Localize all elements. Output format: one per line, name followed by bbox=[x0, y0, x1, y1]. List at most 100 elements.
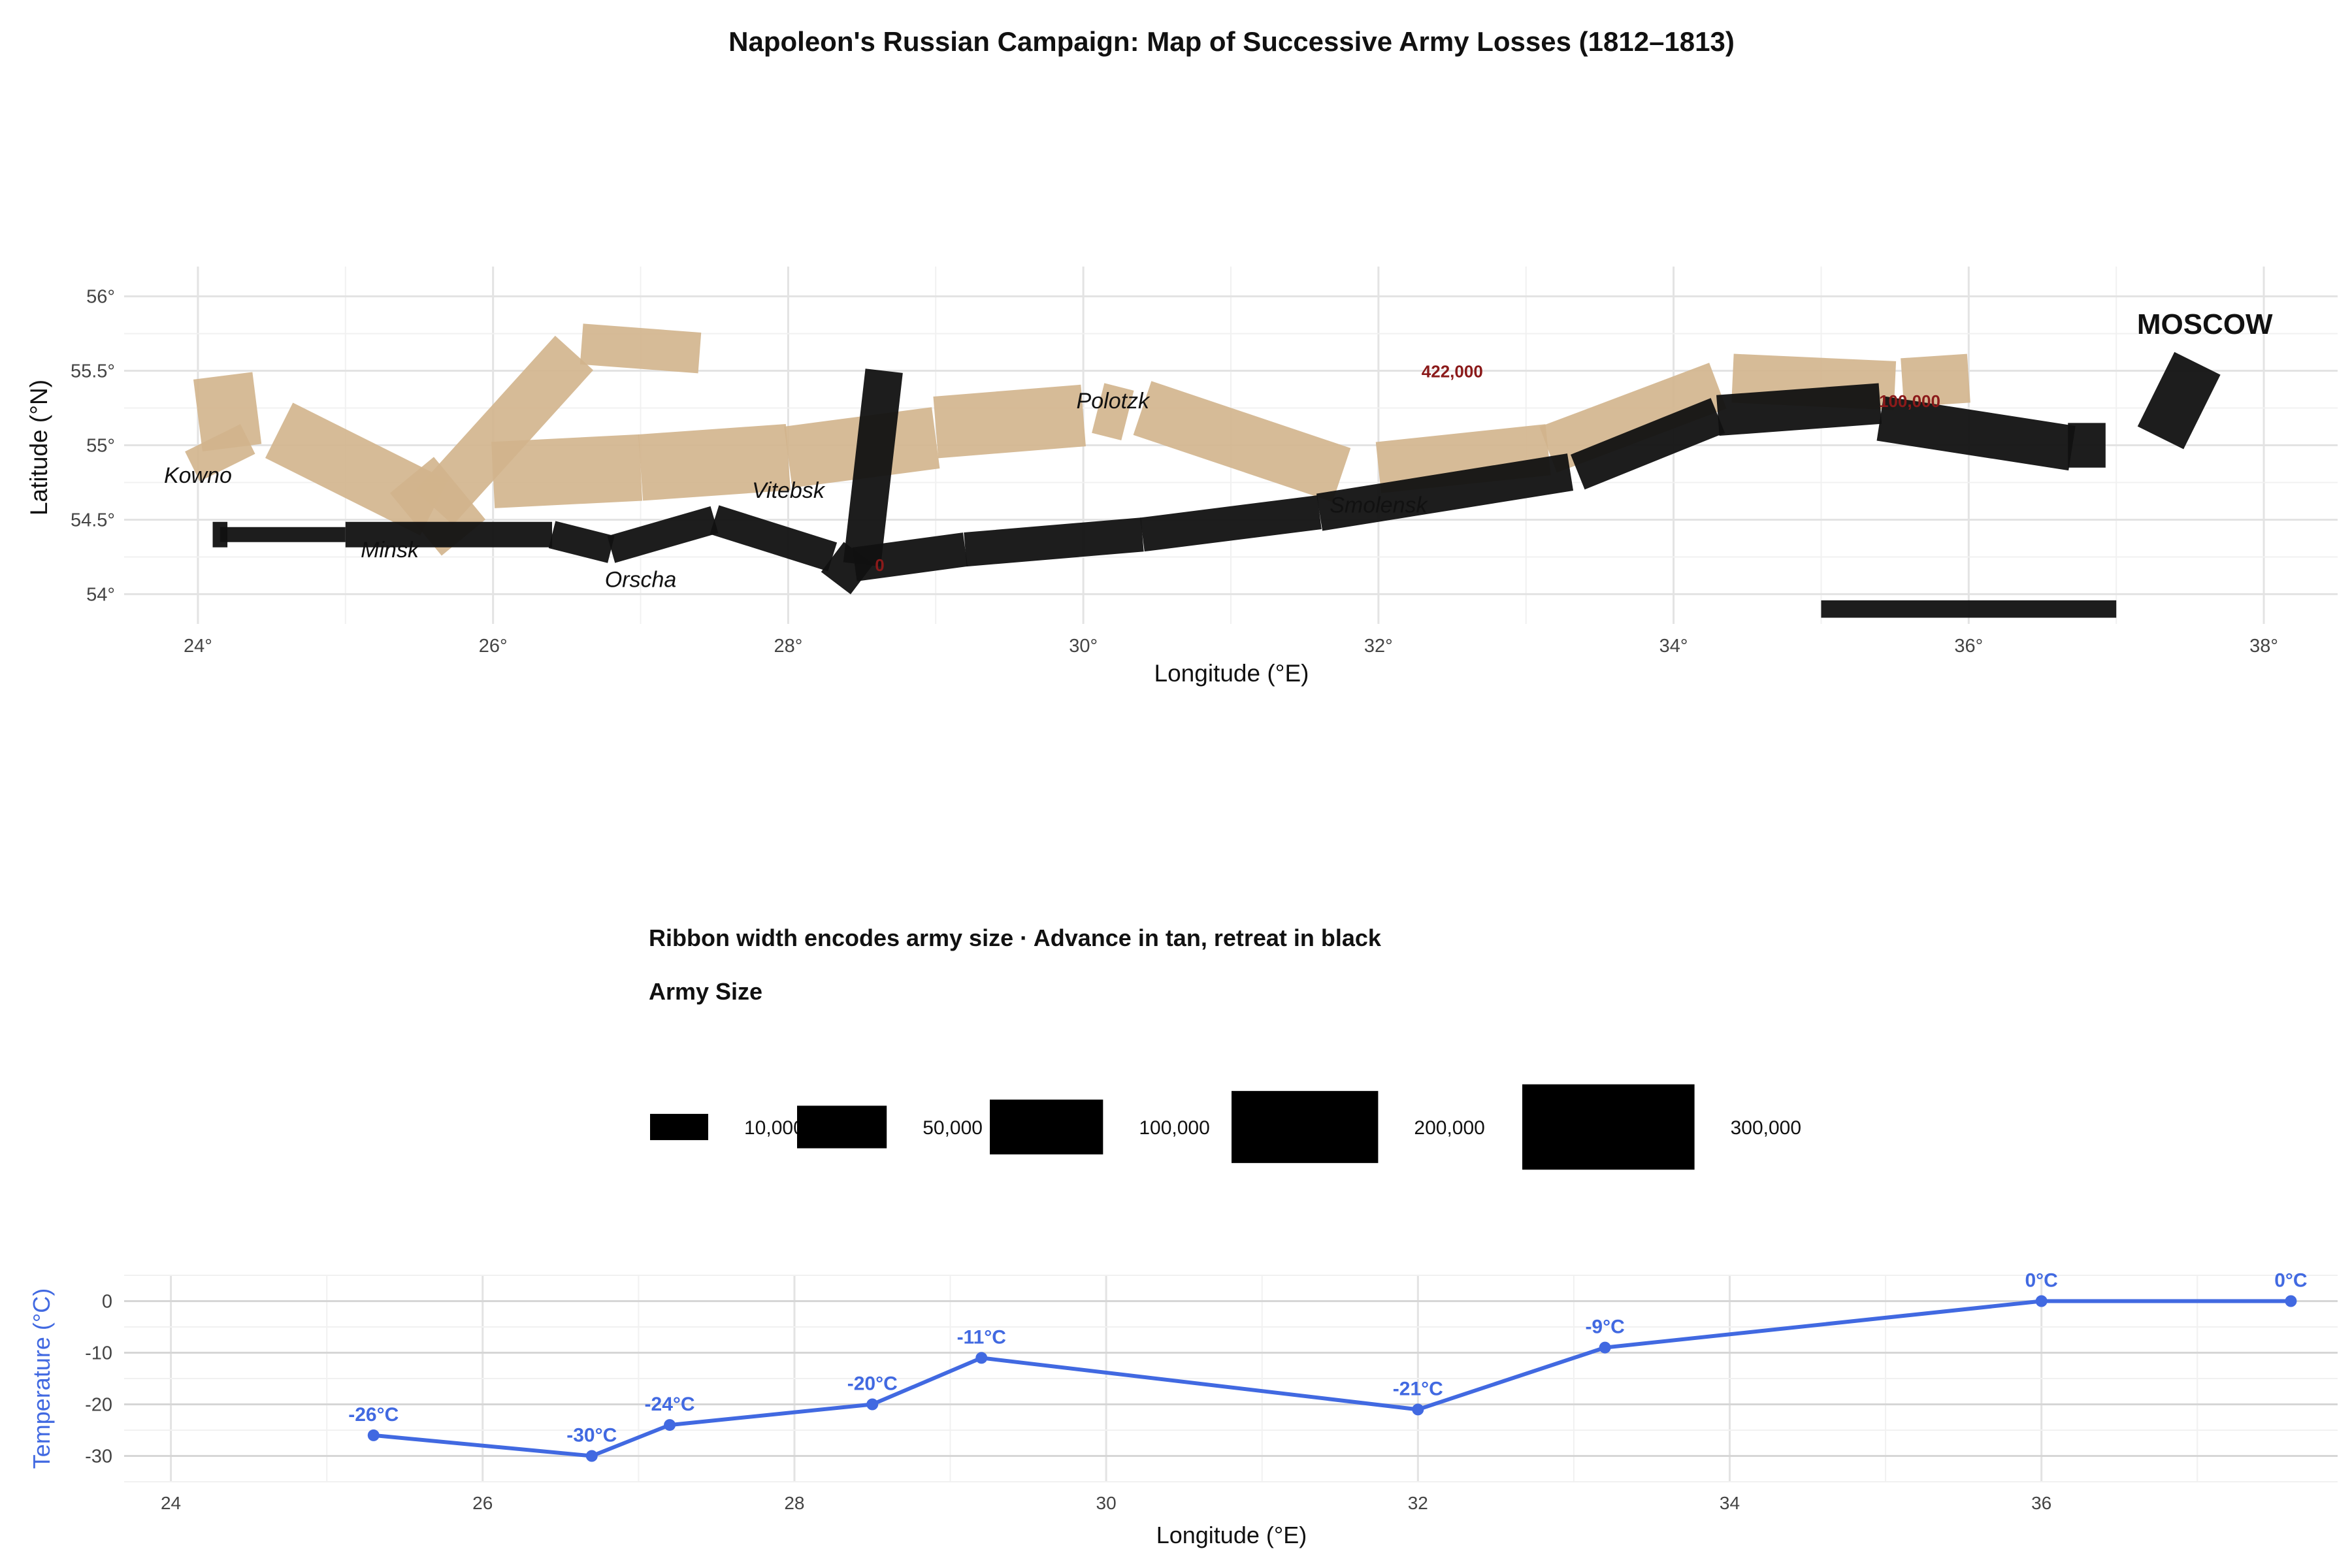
temperature-x-tick-label: 30 bbox=[1096, 1493, 1117, 1513]
map-x-tick-label: 30° bbox=[1069, 636, 1098, 657]
temperature-y-tick-label: -30 bbox=[85, 1446, 112, 1467]
map-y-tick-label: 56° bbox=[86, 287, 115, 308]
temperature-y-axis-label: Temperature (°C) bbox=[28, 1288, 55, 1469]
retreat-ribbon-segment bbox=[964, 517, 1144, 567]
advance-ribbon-segment bbox=[1092, 383, 1134, 441]
temperature-point bbox=[367, 1429, 380, 1441]
retreat-ribbon-segment bbox=[1716, 383, 1882, 436]
temperature-gridlines bbox=[124, 1275, 2338, 1482]
temperature-x-axis-label: Longitude (°E) bbox=[1156, 1522, 1307, 1548]
temperature-x-tick-label: 26 bbox=[472, 1493, 493, 1513]
map-y-tick-label: 55° bbox=[86, 436, 115, 457]
advance-ribbon-segment bbox=[1133, 381, 1351, 502]
advance-ribbon-segment bbox=[185, 424, 255, 482]
retreat-ribbon-segment bbox=[710, 505, 838, 572]
temperature-x-tick-label: 34 bbox=[1720, 1493, 1740, 1513]
temperature-point bbox=[664, 1419, 676, 1431]
temperature-point-labels: -26°C -30°C -24°C -20°C -11°C -21°C -9°C 0°C 0°C bbox=[348, 1270, 2307, 1446]
map-x-tick-labels: 24° 26° 28° 30° 32° 34° 36° 38° bbox=[184, 636, 2278, 657]
temperature-point-label: -9°C bbox=[1585, 1316, 1624, 1338]
temperature-x-tick-label: 36 bbox=[2031, 1493, 2051, 1513]
map-x-tick-label: 26° bbox=[479, 636, 508, 657]
retreat-ribbon-segment bbox=[1571, 398, 1725, 490]
legend-swatch bbox=[990, 1100, 1103, 1154]
temperature-point-label: 0°C bbox=[2274, 1270, 2307, 1292]
temperature-point-label: -24°C bbox=[645, 1394, 695, 1415]
retreat-ribbon-segment bbox=[2137, 351, 2221, 449]
map-x-tick-label: 38° bbox=[2249, 636, 2278, 657]
map-x-tick-label: 24° bbox=[184, 636, 212, 657]
temperature-points bbox=[367, 1295, 2297, 1462]
advance-ribbon-segment bbox=[933, 384, 1086, 459]
legend-title: Army Size bbox=[649, 978, 762, 1005]
advance-ribbon-segment bbox=[491, 434, 643, 508]
map-y-axis-label: Latitude (°N) bbox=[25, 380, 52, 515]
map-y-tick-label: 55.5° bbox=[71, 361, 115, 382]
retreat-ribbon-segment bbox=[1876, 396, 2076, 471]
temperature-y-tick-label: 0 bbox=[102, 1292, 112, 1313]
advance-ribbon-segment bbox=[580, 323, 702, 374]
temperature-x-tick-label: 32 bbox=[1408, 1493, 1428, 1513]
advance-ribbon-segment bbox=[415, 335, 594, 525]
temperature-x-tick-labels: 24 26 28 30 32 34 36 bbox=[161, 1493, 2051, 1513]
advance-ribbon-segment bbox=[193, 372, 262, 451]
temperature-point bbox=[1599, 1341, 1611, 1354]
legend-swatch bbox=[1522, 1084, 1695, 1170]
temperature-point bbox=[2035, 1295, 2048, 1307]
chart-title: Napoleon's Russian Campaign: Map of Succ… bbox=[728, 26, 1735, 57]
army-size-legend: Ribbon width encodes army size · Advance… bbox=[649, 924, 1801, 1170]
temperature-point-label: -30°C bbox=[566, 1425, 617, 1446]
advance-ribbon-segment bbox=[1901, 353, 1970, 408]
retreat-ribbon-segment bbox=[548, 521, 615, 563]
city-label: Polotzk bbox=[1077, 389, 1151, 414]
temperature-point bbox=[2285, 1295, 2297, 1307]
city-label: Kowno bbox=[164, 463, 232, 488]
army-size-annotation: 422,000 bbox=[1422, 362, 1483, 382]
city-label: Vitebsk bbox=[752, 478, 826, 503]
temperature-y-tick-label: -10 bbox=[85, 1343, 112, 1364]
army-size-annotation: 100,000 bbox=[1879, 391, 1940, 411]
retreat-ribbon-segment bbox=[1316, 453, 1574, 531]
temperature-panel: -26°C -30°C -24°C -20°C -11°C -21°C -9°C 0°C 0°C… bbox=[28, 1270, 2338, 1548]
temperature-point-label: -20°C bbox=[847, 1373, 898, 1395]
temperature-x-tick-label: 24 bbox=[161, 1493, 181, 1513]
retreat-ribbon-segment bbox=[821, 542, 874, 595]
legend-label: 100,000 bbox=[1139, 1117, 1209, 1139]
city-label: Smolensk bbox=[1330, 493, 1428, 518]
advance-ribbon-segment bbox=[1375, 424, 1551, 493]
advance-ribbon-segment bbox=[1539, 363, 1727, 473]
map-annotations: 422,000 100,000 0 bbox=[875, 362, 1940, 575]
map-x-axis-label: Longitude (°E) bbox=[1154, 660, 1309, 687]
legend-swatch bbox=[797, 1105, 887, 1149]
city-label: MOSCOW bbox=[2137, 308, 2273, 340]
map-x-tick-label: 36° bbox=[1954, 636, 1983, 657]
temperature-y-tick-labels: 0 -10 -20 -30 bbox=[85, 1292, 112, 1467]
map-x-tick-label: 28° bbox=[774, 636, 802, 657]
temperature-point bbox=[975, 1352, 988, 1364]
map-y-tick-label: 54.5° bbox=[71, 510, 115, 531]
map-panel: Kowno Minsk Orscha Vitebsk Polotzk Smolensk MO… bbox=[25, 267, 2338, 687]
legend-swatch bbox=[1232, 1090, 1379, 1164]
map-x-tick-label: 32° bbox=[1364, 636, 1393, 657]
retreat-ribbons bbox=[212, 351, 2221, 618]
map-y-tick-labels: 54° 54.5° 55° 55.5° 56° bbox=[71, 287, 115, 606]
legend-swatch bbox=[650, 1113, 708, 1141]
temperature-y-tick-label: -20 bbox=[85, 1395, 112, 1416]
city-label: Minsk bbox=[361, 538, 420, 563]
city-label: Orscha bbox=[605, 568, 677, 593]
retreat-ribbon-segment bbox=[607, 506, 719, 563]
temperature-point bbox=[866, 1398, 879, 1411]
legend-label: 10,000 bbox=[744, 1117, 804, 1139]
temperature-point-label: 0°C bbox=[2025, 1270, 2057, 1292]
advance-ribbon-segment bbox=[638, 424, 791, 501]
temperature-x-tick-label: 28 bbox=[784, 1493, 804, 1513]
city-labels: Kowno Minsk Orscha Vitebsk Polotzk Smolensk MO… bbox=[164, 308, 2273, 592]
temperature-point-label: -26°C bbox=[348, 1404, 399, 1426]
map-x-tick-label: 34° bbox=[1659, 636, 1688, 657]
legend-label: 200,000 bbox=[1414, 1117, 1484, 1139]
temperature-point bbox=[585, 1450, 598, 1462]
temperature-point-label: -11°C bbox=[957, 1326, 1006, 1348]
legend-entries: 10,000 50,000 100,000 200,000 300,000 bbox=[650, 1084, 1801, 1170]
army-size-annotation: 0 bbox=[875, 555, 884, 575]
retreat-ribbon-segment bbox=[843, 368, 903, 567]
